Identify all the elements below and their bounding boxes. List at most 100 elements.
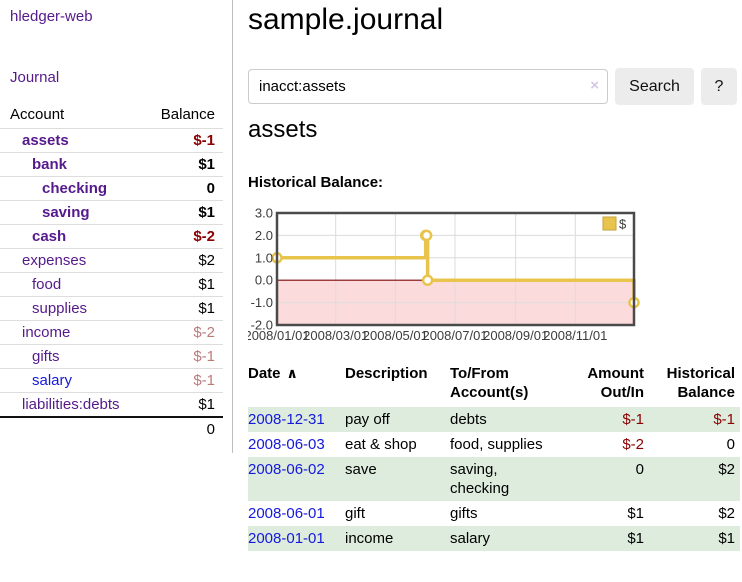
account-row: supplies $1: [0, 296, 223, 321]
transaction-balance: $-1: [713, 411, 735, 428]
account-balance: $-1: [193, 348, 215, 365]
column-header-to-from-account-s-: To/From Account(s): [450, 365, 529, 401]
x-axis-tick-label: 2008/07/01: [422, 328, 487, 343]
account-row: bank $1: [0, 152, 223, 177]
x-axis-tick-label: 2008/03/01: [303, 328, 368, 343]
account-balance: $-1: [193, 132, 215, 149]
account-balance: $-2: [193, 228, 215, 245]
y-axis-tick-label: 2.0: [255, 228, 273, 243]
transaction-balance: $1: [718, 530, 735, 547]
sort-ascending-icon: ∧: [286, 365, 298, 381]
transaction-accounts: food, supplies: [450, 436, 543, 453]
register-row: 2008-12-31 pay off debts $-1 $-1: [248, 407, 740, 432]
transaction-amount: $-2: [622, 436, 644, 453]
account-row: income $-2: [0, 320, 223, 345]
account-link-cash[interactable]: cash: [32, 228, 67, 245]
accounts-header-balance: Balance: [160, 106, 215, 123]
register-row: 2008-06-01 gift gifts $1 $2: [248, 501, 740, 526]
transaction-description: gift: [345, 505, 366, 522]
x-axis-tick-label: 2008/09/01: [483, 328, 548, 343]
account-link-income[interactable]: income: [22, 324, 71, 341]
register-row: 2008-01-01 income salary $1 $1: [248, 526, 740, 551]
y-axis-tick-label: 0.0: [255, 273, 273, 288]
transaction-date-link[interactable]: 2008-06-03: [248, 436, 325, 453]
account-row: checking 0: [0, 176, 223, 201]
y-axis-tick-label: 3.0: [255, 206, 273, 221]
account-link-checking[interactable]: checking: [42, 180, 108, 197]
account-row: assets $-1: [0, 128, 223, 153]
sidebar: hledger-web Journal Account Balance asse…: [0, 0, 233, 453]
y-axis-tick-label: -1.0: [251, 295, 273, 310]
transaction-accounts: saving, checking: [450, 461, 510, 497]
account-balance: $-2: [193, 324, 215, 341]
legend-swatch-icon: [602, 216, 617, 231]
column-header-amount-out-in: Amount Out/In: [587, 365, 644, 401]
transaction-date-link[interactable]: 2008-06-01: [248, 505, 325, 522]
account-link-expenses[interactable]: expenses: [22, 252, 87, 269]
account-link-saving[interactable]: saving: [42, 204, 90, 221]
transaction-date-link[interactable]: 2008-12-31: [248, 411, 325, 428]
transaction-description: pay off: [345, 411, 390, 428]
transaction-amount: $1: [627, 530, 644, 547]
account-row: salary $-1: [0, 368, 223, 393]
column-header-historical-balance: Historical Balance: [666, 365, 735, 401]
page-title: sample.journal: [248, 3, 444, 36]
accounts-table: Account Balance assets $-1 bank $1 checking 0…: [0, 103, 223, 441]
transaction-accounts: gifts: [450, 505, 478, 522]
transaction-date-link[interactable]: 2008-06-02: [248, 461, 325, 478]
account-balance: $1: [198, 156, 215, 173]
transaction-balance: $2: [718, 461, 735, 478]
transaction-amount: $-1: [622, 411, 644, 428]
help-button[interactable]: ?: [701, 68, 737, 105]
account-link-supplies[interactable]: supplies: [32, 300, 88, 317]
account-balance: $2: [198, 252, 215, 269]
register-row: 2008-06-03 eat & shop food, supplies $-2 0: [248, 432, 740, 457]
account-link-bank[interactable]: bank: [32, 156, 68, 173]
x-axis-tick-label: 2008/05/01: [363, 328, 428, 343]
data-point-marker: [421, 274, 434, 286]
account-balance: $1: [198, 396, 215, 413]
sidebar-item-journal[interactable]: Journal: [10, 69, 60, 86]
account-link-liabilities-debts[interactable]: liabilities:debts: [22, 396, 120, 413]
transaction-balance: 0: [726, 436, 735, 453]
transaction-description: eat & shop: [345, 436, 417, 453]
transaction-date-link[interactable]: 2008-01-01: [248, 530, 325, 547]
column-header-date[interactable]: Date ∧: [248, 365, 298, 382]
account-row: food $1: [0, 272, 223, 297]
account-link-salary[interactable]: salary: [32, 372, 73, 389]
account-link-gifts[interactable]: gifts: [32, 348, 60, 365]
transaction-amount: $1: [627, 505, 644, 522]
search-button[interactable]: Search: [615, 68, 694, 105]
y-axis-tick-label: -2.0: [251, 318, 273, 333]
transaction-description: income: [345, 530, 394, 547]
transaction-balance: $2: [718, 505, 735, 522]
transaction-amount: 0: [635, 461, 644, 478]
accounts-total-row: 0: [0, 417, 223, 441]
search-box: ×: [248, 69, 608, 104]
brand-link[interactable]: hledger-web: [10, 8, 93, 25]
account-balance: $1: [198, 276, 215, 293]
legend-label: $: [619, 217, 627, 232]
x-axis-tick-label: 2008/01/01: [248, 328, 310, 343]
x-axis-tick-label: 2008/11/01: [543, 328, 607, 343]
transaction-accounts: debts: [450, 411, 487, 428]
account-balance: $1: [198, 300, 215, 317]
account-row: cash $-2: [0, 224, 223, 249]
account-link-food[interactable]: food: [32, 276, 62, 293]
accounts-total-value: 0: [206, 421, 215, 438]
transaction-accounts: salary: [450, 530, 491, 547]
account-row: saving $1: [0, 200, 223, 225]
search-input[interactable]: [248, 69, 608, 104]
data-point-marker: [420, 229, 433, 242]
accounts-header-account: Account: [10, 106, 65, 123]
column-header-description: Description: [345, 365, 428, 382]
account-row: liabilities:debts $1: [0, 392, 223, 418]
transaction-description: save: [345, 461, 377, 478]
clear-search-icon[interactable]: ×: [590, 77, 599, 94]
chart-canvas: 3.0 2.0 1.0 0.0 -1.0 -2.02008/01/012008/03/01…: [244, 206, 640, 343]
y-axis-tick-label: 1.0: [255, 250, 273, 265]
account-balance: 0: [206, 180, 215, 197]
account-link-assets[interactable]: assets: [22, 132, 69, 149]
account-balance: $1: [198, 204, 215, 221]
main-content: sample.journal × Search ? assets Histori…: [244, 0, 742, 582]
